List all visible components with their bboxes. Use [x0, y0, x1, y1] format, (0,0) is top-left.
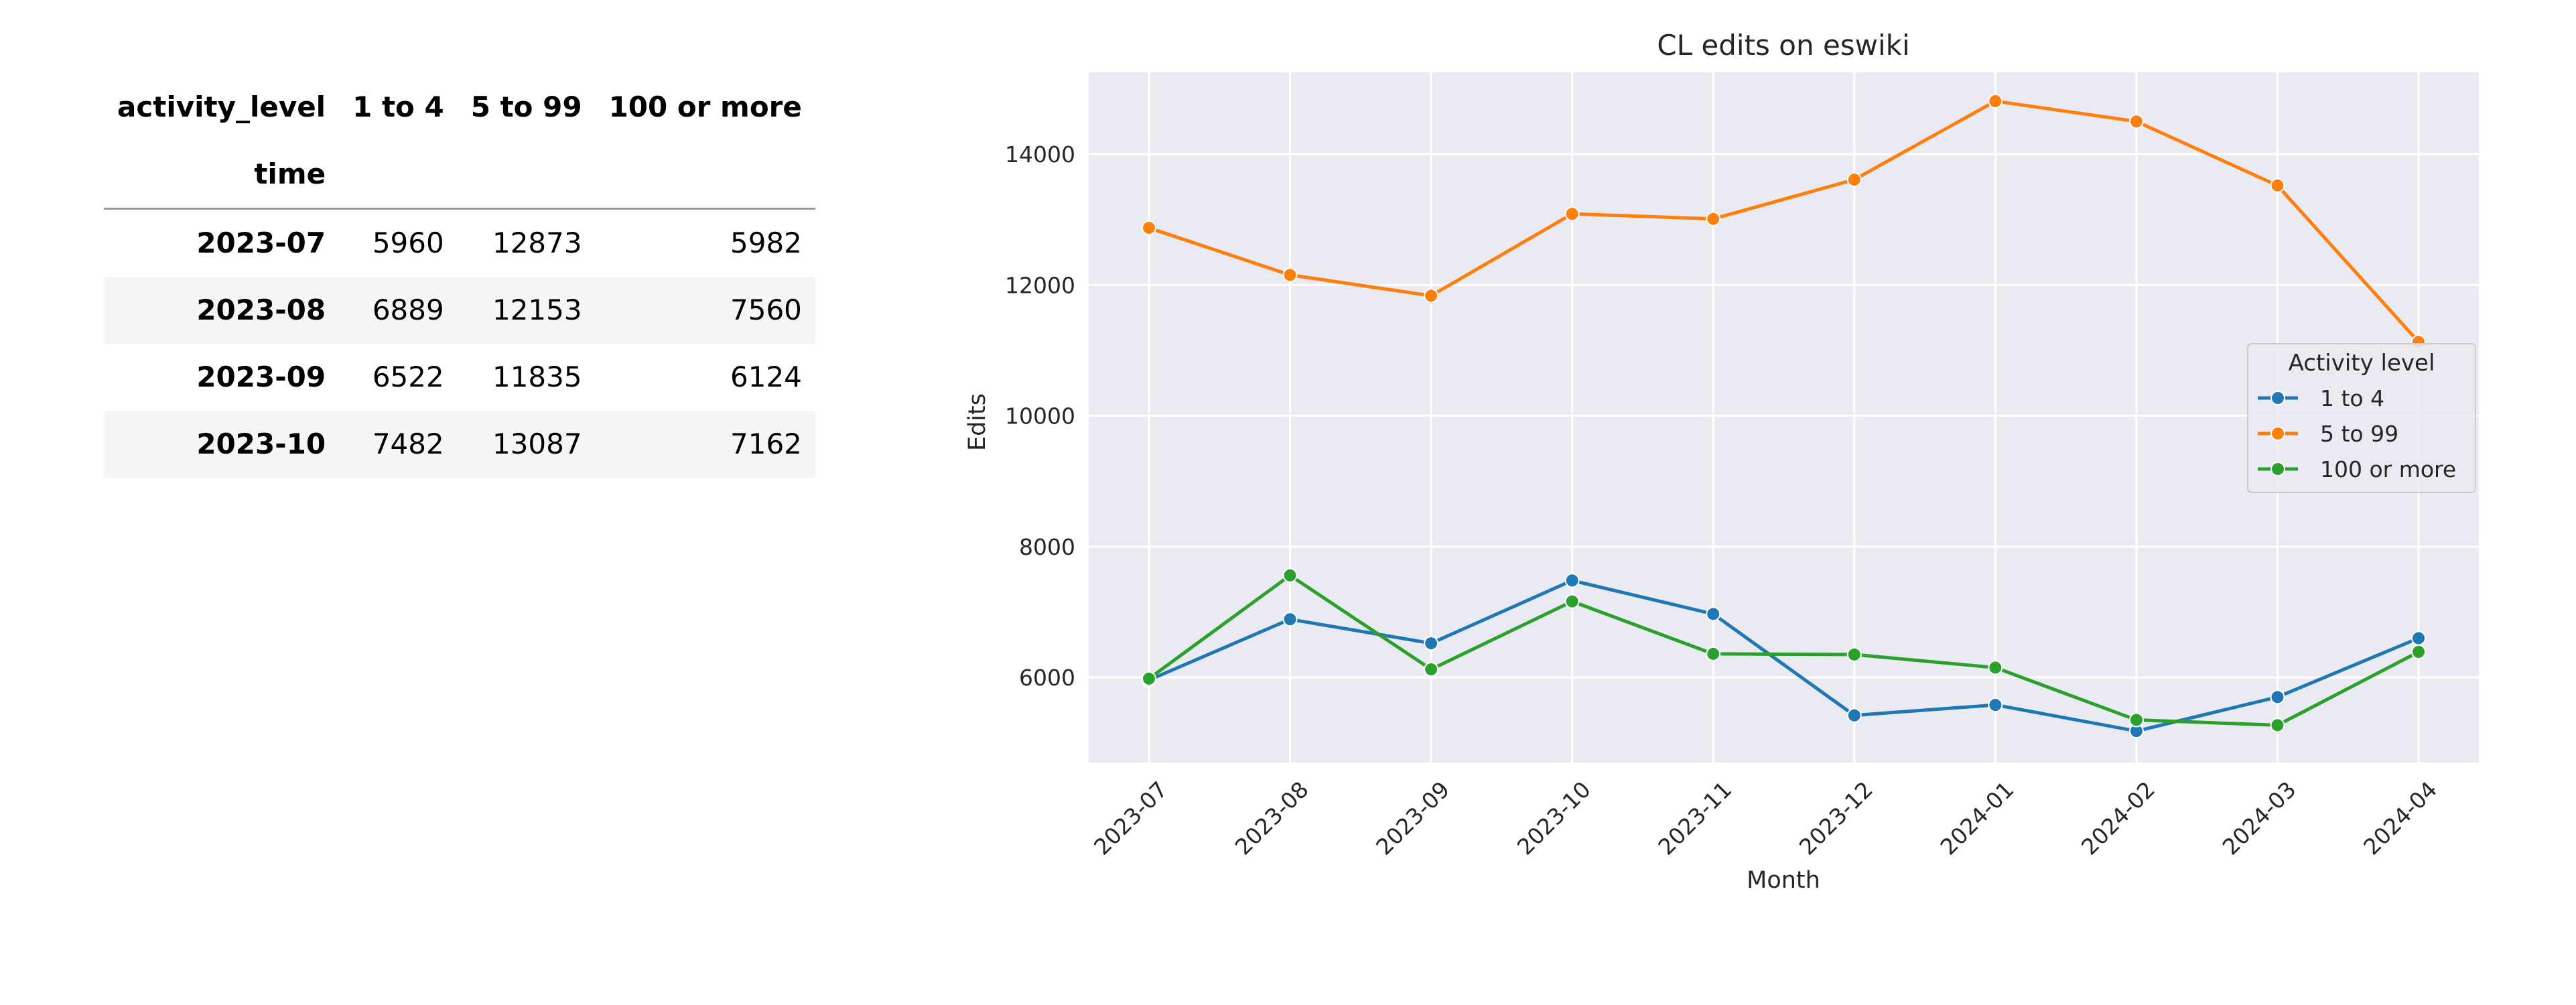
y-tick-label: 6000 [1019, 665, 1075, 691]
column-header: 5 to 99 [470, 90, 582, 123]
legend-marker [2270, 426, 2285, 441]
data-point [1846, 647, 1862, 662]
series-1 [1142, 93, 2426, 350]
cell: 6124 [730, 360, 802, 393]
data-table: activity_level 1 to 4 5 to 99 100 or mor… [104, 74, 815, 478]
table-row: 2023-09 6522 11835 6124 [104, 344, 815, 411]
cell: 7560 [730, 293, 802, 326]
table-row: 2023-08 6889 12153 7560 [104, 277, 815, 344]
legend-label: 5 to 99 [2320, 421, 2398, 447]
data-point [1564, 573, 1580, 588]
table-row: 2023-07 5960 12873 5982 [104, 209, 815, 277]
x-tick-label: 2024-04 [2358, 777, 2442, 860]
cell: 12873 [492, 226, 582, 259]
series-2 [1142, 567, 2426, 733]
columns-name-label: activity_level [117, 90, 326, 123]
cell: 6889 [372, 293, 444, 326]
data-point [2270, 178, 2285, 193]
legend: Activity level 1 to 4 5 to 99 100 or more [2247, 343, 2476, 493]
data-point [1282, 612, 1298, 627]
x-tick-label: 2023-07 [1089, 777, 1172, 860]
y-tick-label: 10000 [1005, 403, 1075, 429]
cell: 13087 [492, 427, 582, 460]
cell: 7482 [372, 427, 444, 460]
x-tick-label: 2023-10 [1512, 777, 1596, 860]
x-tick-label: 2023-09 [1371, 777, 1454, 860]
cell: 6522 [372, 360, 444, 393]
table-index-row: time [104, 141, 815, 210]
legend-title: Activity level [2289, 350, 2435, 377]
row-label: 2023-10 [196, 427, 326, 460]
data-point [2128, 712, 2144, 728]
data-point [1282, 267, 1298, 283]
data-point [1142, 220, 1156, 236]
x-tick-label: 2024-01 [1935, 777, 2019, 860]
data-point [1564, 206, 1580, 222]
data-point [1988, 93, 2003, 109]
y-axis-label: Edits [964, 393, 991, 451]
data-point [2128, 114, 2144, 129]
legend-label: 1 to 4 [2320, 385, 2384, 411]
legend-label: 100 or more [2320, 456, 2456, 482]
row-label: 2023-07 [196, 226, 326, 259]
data-point [1988, 697, 2003, 713]
cell: 7162 [730, 427, 802, 460]
x-tick-label: 2023-12 [1794, 777, 1878, 860]
data-point [1846, 172, 1862, 188]
y-tick-label: 12000 [1005, 272, 1075, 298]
column-header: 1 to 4 [352, 90, 444, 123]
data-point [1282, 567, 1298, 583]
row-label: 2023-09 [196, 360, 326, 393]
index-name-label: time [104, 141, 340, 210]
cell: 12153 [492, 293, 582, 326]
data-point [1424, 636, 1439, 651]
data-point [2270, 718, 2285, 733]
data-point [1846, 708, 1862, 723]
x-tick-label: 2024-03 [2218, 777, 2301, 860]
data-point [1706, 211, 1721, 226]
series-line [1148, 578, 2419, 733]
data-point [1706, 606, 1721, 622]
data-point [1424, 661, 1439, 677]
table-row: 2023-10 7482 13087 7162 [104, 411, 815, 478]
column-header: 100 or more [608, 90, 802, 123]
table-header-row: activity_level 1 to 4 5 to 99 100 or mor… [104, 74, 815, 141]
legend-marker [2270, 462, 2285, 476]
data-point [1424, 288, 1439, 304]
cell: 5960 [372, 226, 444, 259]
data-point [2411, 630, 2426, 646]
x-tick-label: 2024-02 [2076, 777, 2160, 860]
cell: 11835 [492, 360, 582, 393]
data-point [2270, 689, 2285, 705]
data-point [1142, 671, 1156, 686]
data-point [2411, 645, 2426, 660]
x-tick-label: 2023-11 [1653, 777, 1737, 860]
legend-box [2247, 343, 2476, 493]
row-label: 2023-08 [196, 293, 326, 326]
series-line [1148, 574, 2420, 727]
series-layer [1142, 93, 2426, 739]
x-tick-label: 2023-08 [1230, 777, 1314, 860]
data-point [1988, 660, 2003, 675]
legend-marker [2270, 391, 2285, 405]
data-point [1564, 594, 1580, 609]
x-axis-label: Month [1747, 867, 1820, 894]
y-tick-label: 8000 [1019, 534, 1075, 560]
chart-title: CL edits on eswiki [1657, 29, 1909, 62]
y-tick-label: 14000 [1005, 141, 1075, 168]
cell: 5982 [730, 226, 802, 259]
series-line [1148, 99, 2420, 343]
data-point [1706, 646, 1721, 661]
